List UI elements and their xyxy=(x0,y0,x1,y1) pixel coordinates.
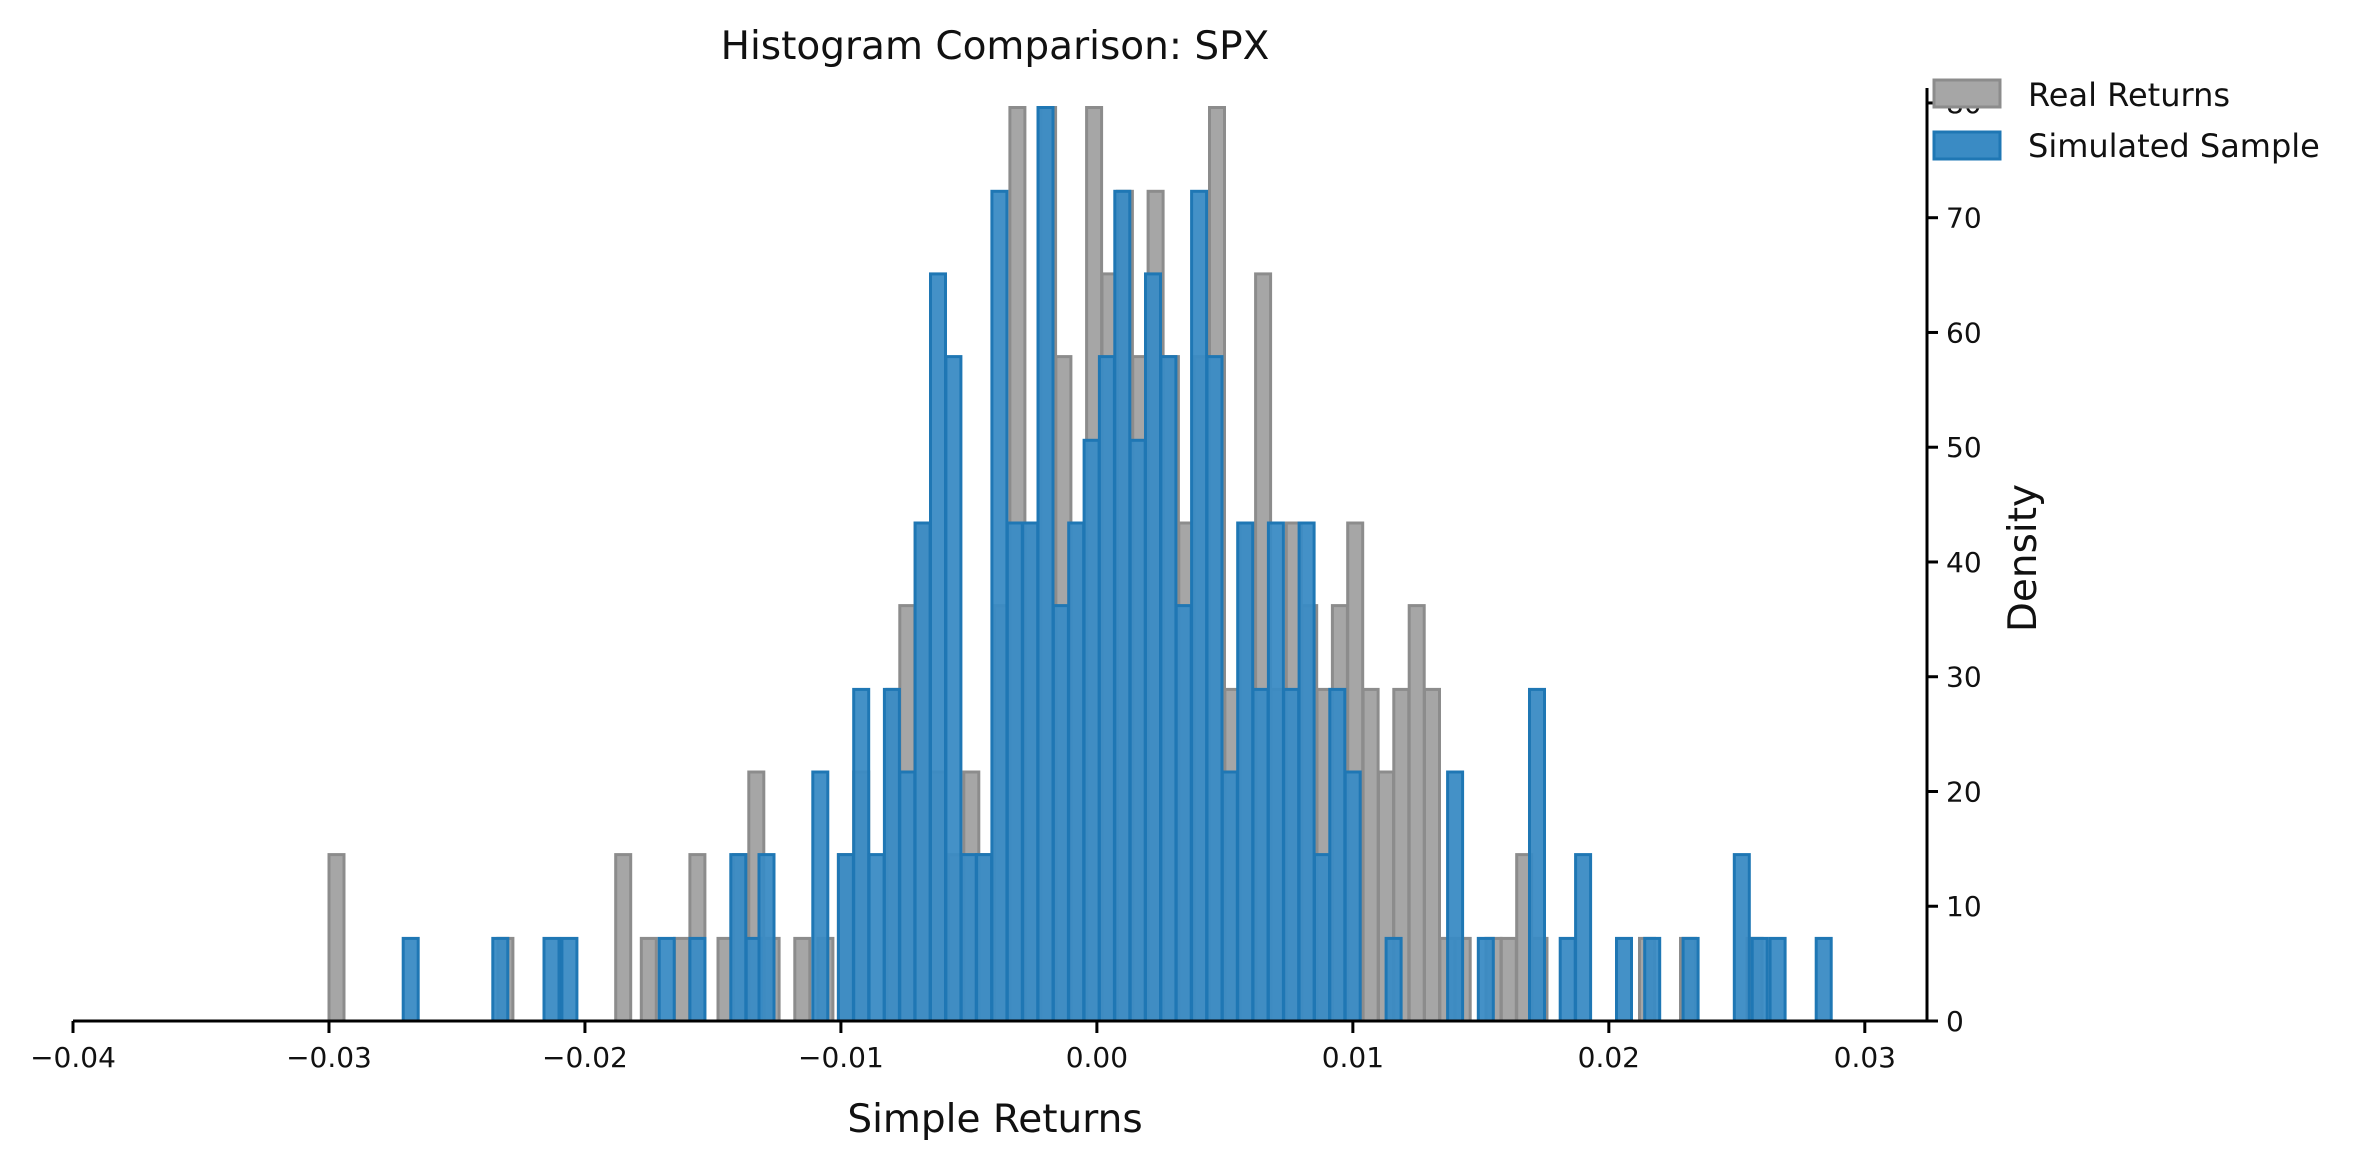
x-tick-label: 0.03 xyxy=(1834,1041,1896,1074)
simulated-sample-series xyxy=(401,106,1833,1023)
simulated-sample-bar xyxy=(542,936,561,1023)
real-returns-bar xyxy=(1361,687,1380,1023)
simulated-sample-bar xyxy=(1021,521,1040,1023)
legend-label-real-returns: Real Returns xyxy=(2028,76,2230,114)
real-returns-bar xyxy=(1423,687,1441,1023)
simulated-sample-bar xyxy=(1159,355,1178,1023)
simulated-sample-bar xyxy=(1343,770,1362,1023)
simulated-sample-bar xyxy=(1236,521,1255,1023)
y-tick-label: 0 xyxy=(1946,1005,1964,1038)
y-tick-label: 40 xyxy=(1946,546,1982,579)
simulated-sample-bar xyxy=(1681,936,1700,1023)
simulated-sample-bar xyxy=(1082,438,1101,1023)
simulated-sample-bar xyxy=(1251,687,1270,1023)
simulated-sample-bar xyxy=(1615,936,1633,1023)
real-returns-bar xyxy=(327,853,346,1023)
y-tick-label: 30 xyxy=(1946,661,1982,694)
simulated-sample-bar xyxy=(913,521,932,1023)
simulated-sample-bar xyxy=(867,853,886,1023)
simulated-sample-bar xyxy=(1051,604,1070,1023)
y-tick-label: 70 xyxy=(1946,202,1982,235)
chart-title: Histogram Comparison: SPX xyxy=(721,24,1270,69)
simulated-sample-bar xyxy=(1005,521,1024,1023)
simulated-sample-bar xyxy=(1128,438,1147,1023)
legend: Real Returns Simulated Sample xyxy=(1932,76,2320,165)
simulated-sample-bar xyxy=(757,853,776,1023)
legend-swatch-simulated-sample xyxy=(1932,130,2002,161)
simulated-sample-bar xyxy=(401,936,420,1023)
simulated-sample-bar xyxy=(811,770,830,1023)
simulated-sample-bar xyxy=(1205,355,1224,1023)
simulated-sample-bar xyxy=(1446,770,1465,1023)
x-tick-label: −0.01 xyxy=(798,1041,884,1074)
real-returns-bar xyxy=(639,936,658,1023)
simulated-sample-bar xyxy=(1558,936,1577,1023)
simulated-sample-bar xyxy=(1097,355,1116,1023)
legend-label-simulated-sample: Simulated Sample xyxy=(2028,127,2320,165)
simulated-sample-bar xyxy=(898,770,917,1023)
x-tick-label: −0.02 xyxy=(542,1041,628,1074)
x-tick-label: −0.03 xyxy=(286,1041,372,1074)
simulated-sample-bar xyxy=(882,687,901,1023)
simulated-sample-bar xyxy=(560,936,579,1023)
x-tick-label: 0.00 xyxy=(1066,1041,1128,1074)
simulated-sample-bar xyxy=(1732,853,1751,1023)
simulated-sample-bar xyxy=(1036,106,1055,1023)
simulated-sample-bar xyxy=(1282,687,1301,1023)
simulated-sample-bar xyxy=(975,853,994,1023)
simulated-sample-bar xyxy=(1750,936,1769,1023)
simulated-sample-bar xyxy=(1528,687,1546,1023)
simulated-sample-bar xyxy=(1574,853,1593,1023)
simulated-sample-bar xyxy=(1067,521,1086,1023)
x-tick-label: 0.01 xyxy=(1322,1041,1384,1074)
simulated-sample-bar xyxy=(491,936,510,1023)
x-axis-label: Simple Returns xyxy=(847,1097,1142,1142)
simulated-sample-bar xyxy=(657,936,676,1023)
simulated-sample-bar xyxy=(1266,521,1285,1023)
simulated-sample-bar xyxy=(1643,936,1662,1023)
real-returns-bar xyxy=(1407,604,1426,1023)
legend-swatch-real-returns xyxy=(1932,78,2002,109)
simulated-sample-bar xyxy=(1144,272,1162,1023)
simulated-sample-bar xyxy=(729,853,748,1023)
simulated-sample-bar xyxy=(1384,936,1403,1023)
real-returns-bar xyxy=(673,936,691,1023)
simulated-sample-bar xyxy=(1220,770,1239,1023)
y-tick-label: 20 xyxy=(1946,775,1982,808)
simulated-sample-bar xyxy=(1476,936,1495,1023)
simulated-sample-bar xyxy=(836,853,855,1023)
simulated-sample-bar xyxy=(1814,936,1833,1023)
x-tick-label: −0.04 xyxy=(30,1041,116,1074)
simulated-sample-bar xyxy=(1768,936,1787,1023)
simulated-sample-bar xyxy=(852,687,871,1023)
y-tick-label: 50 xyxy=(1946,431,1982,464)
y-axis-label: Density xyxy=(2001,484,2046,632)
y-tick-label: 10 xyxy=(1946,890,1982,923)
real-returns-bar xyxy=(793,936,812,1023)
simulated-sample-bar xyxy=(990,189,1009,1023)
simulated-sample-bar xyxy=(1113,189,1132,1023)
simulated-sample-bar xyxy=(1174,604,1193,1023)
simulated-sample-bar xyxy=(688,936,707,1023)
simulated-sample-bar xyxy=(929,272,947,1023)
y-tick-label: 60 xyxy=(1946,316,1982,349)
simulated-sample-bar xyxy=(1297,521,1316,1023)
simulated-sample-bar xyxy=(1313,853,1331,1023)
simulated-sample-bar xyxy=(959,853,978,1023)
real-returns-bar xyxy=(1499,936,1518,1023)
x-tick-label: 0.02 xyxy=(1578,1041,1640,1074)
simulated-sample-bar xyxy=(944,355,963,1023)
real-returns-bar xyxy=(614,853,633,1023)
simulated-sample-bar xyxy=(1190,189,1209,1023)
simulated-sample-bar xyxy=(1328,687,1347,1023)
